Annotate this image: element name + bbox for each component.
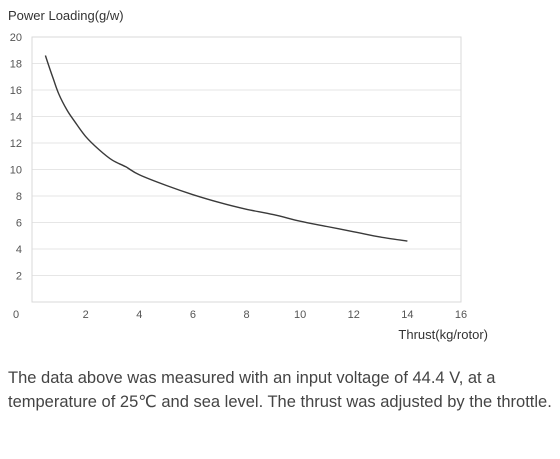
- x-axis-title: Thrust(kg/rotor): [398, 327, 488, 342]
- x-tick-label: 14: [401, 309, 413, 321]
- x-tick-label: 4: [136, 309, 142, 321]
- y-tick-label: 2: [16, 271, 22, 283]
- x-tick-label: 12: [348, 309, 360, 321]
- y-tick-label: 6: [16, 218, 22, 230]
- x-tick-label: 16: [455, 309, 467, 321]
- caption-text: The data above was measured with an inpu…: [8, 369, 552, 411]
- y-axis-title: Power Loading(g/w): [8, 8, 124, 23]
- y-tick-label: 20: [10, 32, 22, 44]
- y-tick-labels: 2 4 6 8 10 12 14 16 18 20: [10, 32, 22, 283]
- series-line: [44, 55, 408, 242]
- x-tick-label: 10: [294, 309, 306, 321]
- plot-frame: [31, 36, 462, 303]
- y-tick-label: 18: [10, 59, 22, 71]
- y-tick-label: 16: [10, 85, 22, 97]
- x-tick-label: 2: [83, 309, 89, 321]
- power-loading-chart: Power Loading(g/w) 2 4 6 8 10 12 14 16 18 20 0 2 4 6…: [8, 8, 488, 342]
- x-tick-labels: 0 2 4 6 8 10 12 14 16: [13, 309, 467, 321]
- x-tick-label: 6: [190, 309, 196, 321]
- y-tick-label: 10: [10, 165, 22, 177]
- y-tick-label: 4: [16, 244, 22, 256]
- x-tick-label: 8: [243, 309, 249, 321]
- y-tick-label: 12: [10, 138, 22, 150]
- x-tick-label: 0: [13, 309, 19, 321]
- y-tick-label: 8: [16, 191, 22, 203]
- y-tick-label: 14: [10, 112, 22, 124]
